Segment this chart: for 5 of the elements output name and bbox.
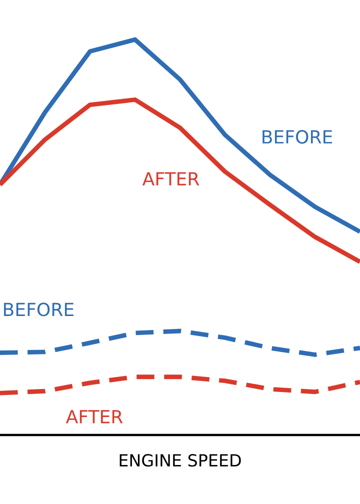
- series-label: BEFORE: [262, 130, 332, 144]
- x-axis-title: ENGINE SPEED: [120, 454, 241, 467]
- series-label: BEFORE: [4, 302, 74, 316]
- series-label: AFTER: [142, 172, 200, 186]
- series-label: AFTER: [66, 410, 123, 424]
